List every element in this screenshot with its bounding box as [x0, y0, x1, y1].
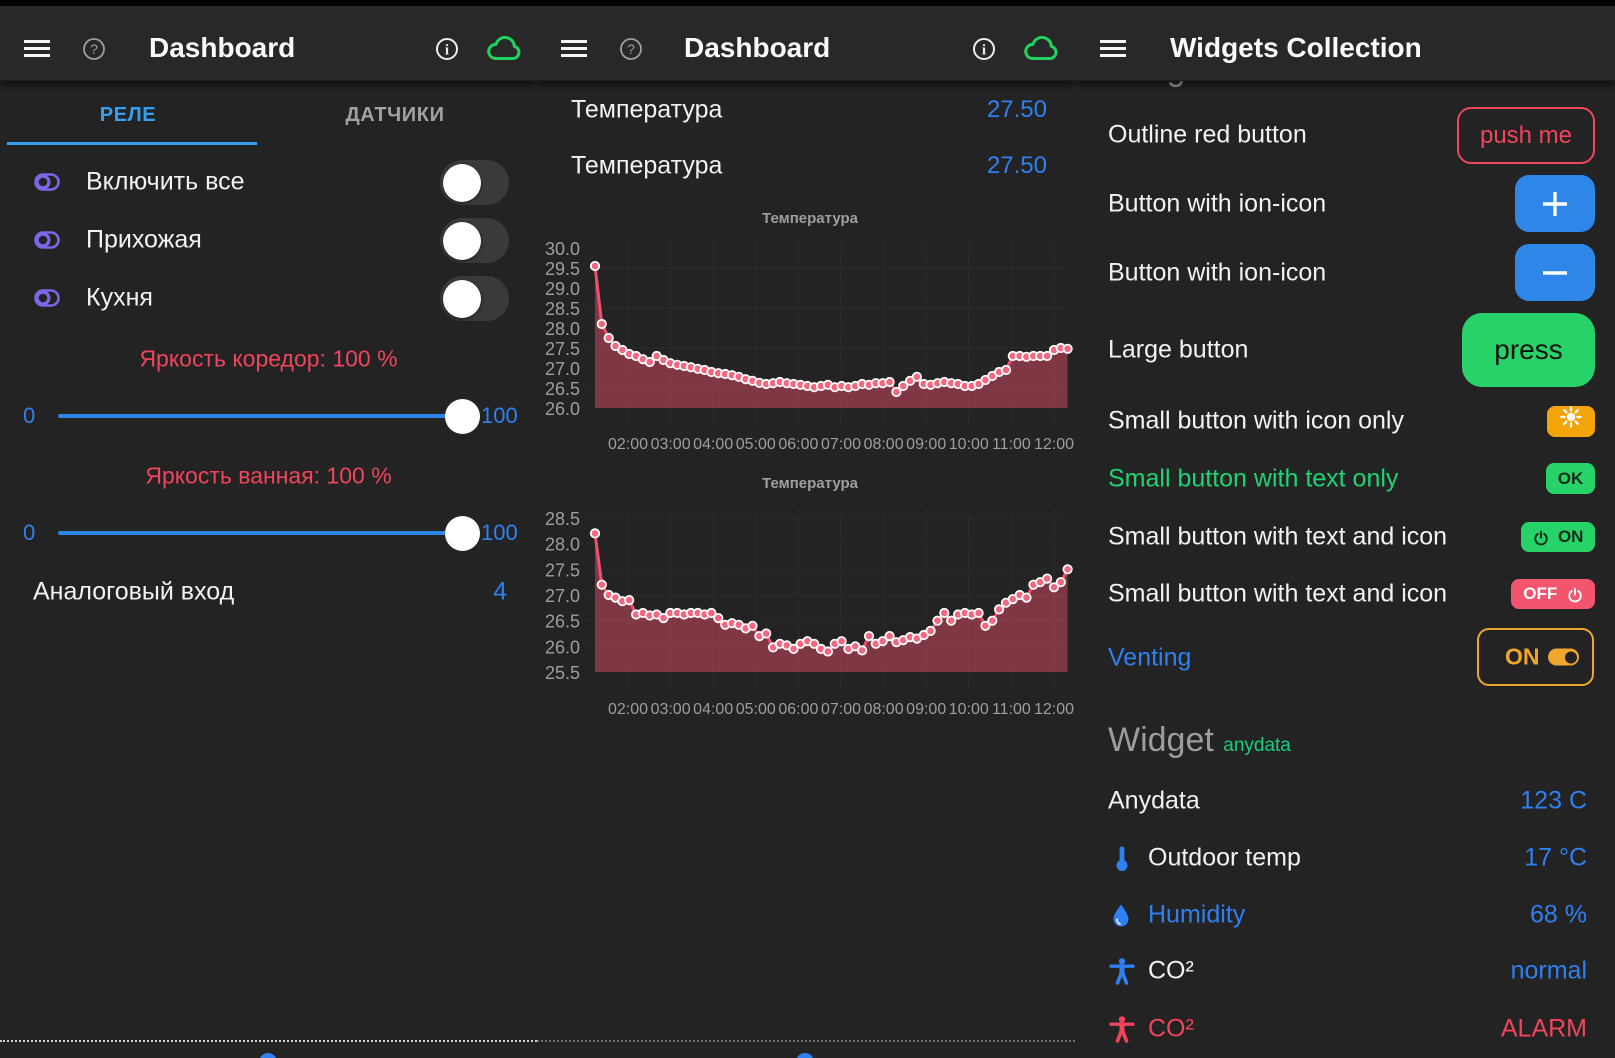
svg-text:11:00: 11:00 [992, 701, 1031, 718]
svg-text:02:00: 02:00 [608, 701, 648, 718]
svg-text:02:00: 02:00 [608, 436, 648, 453]
svg-text:12:00: 12:00 [1034, 701, 1074, 718]
svg-text:26.5: 26.5 [545, 379, 580, 399]
svg-text:26.5: 26.5 [545, 612, 580, 632]
svg-text:04:00: 04:00 [693, 436, 733, 453]
svg-text:27.0: 27.0 [545, 586, 580, 606]
svg-text:Температура: Температура [762, 210, 859, 227]
svg-text:09:00: 09:00 [906, 701, 946, 718]
svg-text:?: ? [90, 41, 98, 57]
svg-text:26.0: 26.0 [545, 399, 580, 419]
svg-text:i: i [982, 43, 986, 59]
svg-text:27.5: 27.5 [545, 339, 580, 359]
svg-text:11:00: 11:00 [992, 436, 1031, 453]
svg-text:07:00: 07:00 [821, 701, 861, 718]
svg-text:i: i [445, 43, 449, 59]
svg-text:30.0: 30.0 [545, 239, 580, 259]
svg-text:05:00: 05:00 [736, 701, 776, 718]
svg-text:27.5: 27.5 [545, 560, 580, 580]
svg-text:29.5: 29.5 [545, 259, 580, 279]
svg-text:25.5: 25.5 [545, 663, 580, 683]
svg-text:06:00: 06:00 [778, 436, 818, 453]
svg-text:28.5: 28.5 [545, 299, 580, 319]
svg-text:05:00: 05:00 [736, 436, 776, 453]
svg-text:10:00: 10:00 [949, 436, 989, 453]
svg-text:28.0: 28.0 [545, 535, 580, 555]
svg-text:09:00: 09:00 [906, 436, 946, 453]
svg-text:08:00: 08:00 [864, 701, 904, 718]
svg-text:28.0: 28.0 [545, 319, 580, 339]
svg-text:08:00: 08:00 [864, 436, 904, 453]
svg-text:Температура: Температура [762, 475, 859, 492]
svg-text:27.0: 27.0 [545, 359, 580, 379]
svg-text:26.0: 26.0 [545, 637, 580, 657]
svg-text:03:00: 03:00 [651, 701, 691, 718]
svg-text:03:00: 03:00 [651, 436, 691, 453]
svg-text:28.5: 28.5 [545, 509, 580, 529]
svg-text:12:00: 12:00 [1034, 436, 1074, 453]
svg-text:?: ? [627, 41, 635, 57]
svg-text:04:00: 04:00 [693, 701, 733, 718]
svg-text:07:00: 07:00 [821, 436, 861, 453]
svg-text:10:00: 10:00 [949, 701, 989, 718]
svg-text:29.0: 29.0 [545, 279, 580, 299]
svg-text:06:00: 06:00 [778, 701, 818, 718]
